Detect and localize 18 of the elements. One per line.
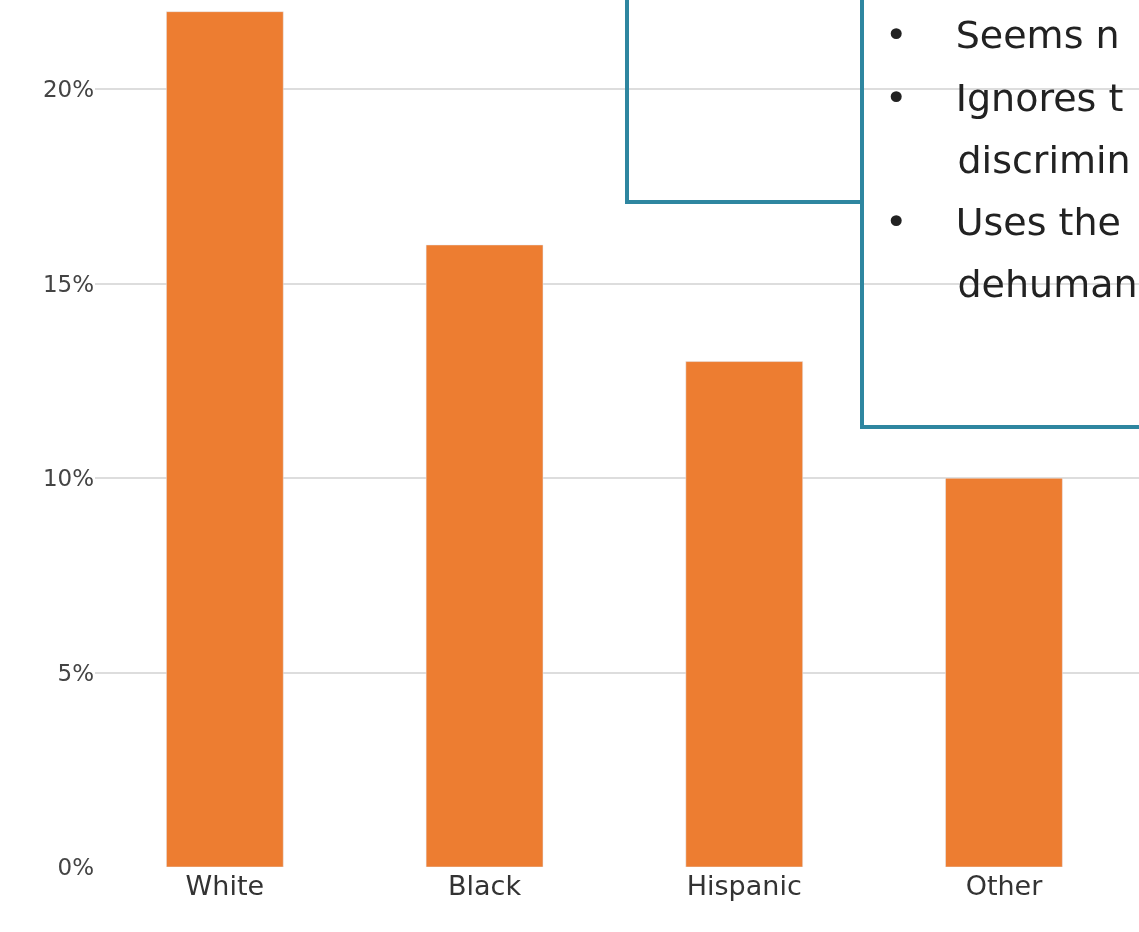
y-tick-label: 10% — [42, 465, 94, 492]
y-tick-label: 15% — [42, 270, 94, 297]
x-tick-label: Other — [965, 870, 1044, 901]
x-tick-label: White — [185, 870, 265, 901]
bar — [425, 244, 544, 867]
annotation: • Uses the — [885, 200, 1121, 244]
x-tick-label: Hispanic — [686, 870, 802, 901]
annotation: • Seems n — [885, 13, 1120, 57]
annotation: dehuman — [885, 262, 1138, 306]
bar — [166, 11, 284, 867]
y-tick-label: 20% — [42, 76, 94, 103]
y-tick-label: 5% — [57, 659, 94, 686]
x-tick-label: Black — [448, 870, 522, 901]
y-tick-label: 0% — [57, 854, 94, 881]
bar — [945, 477, 1063, 867]
annotation: • Ignores t — [885, 76, 1124, 120]
bar — [685, 361, 803, 867]
annotation: discrimin — [885, 138, 1131, 182]
